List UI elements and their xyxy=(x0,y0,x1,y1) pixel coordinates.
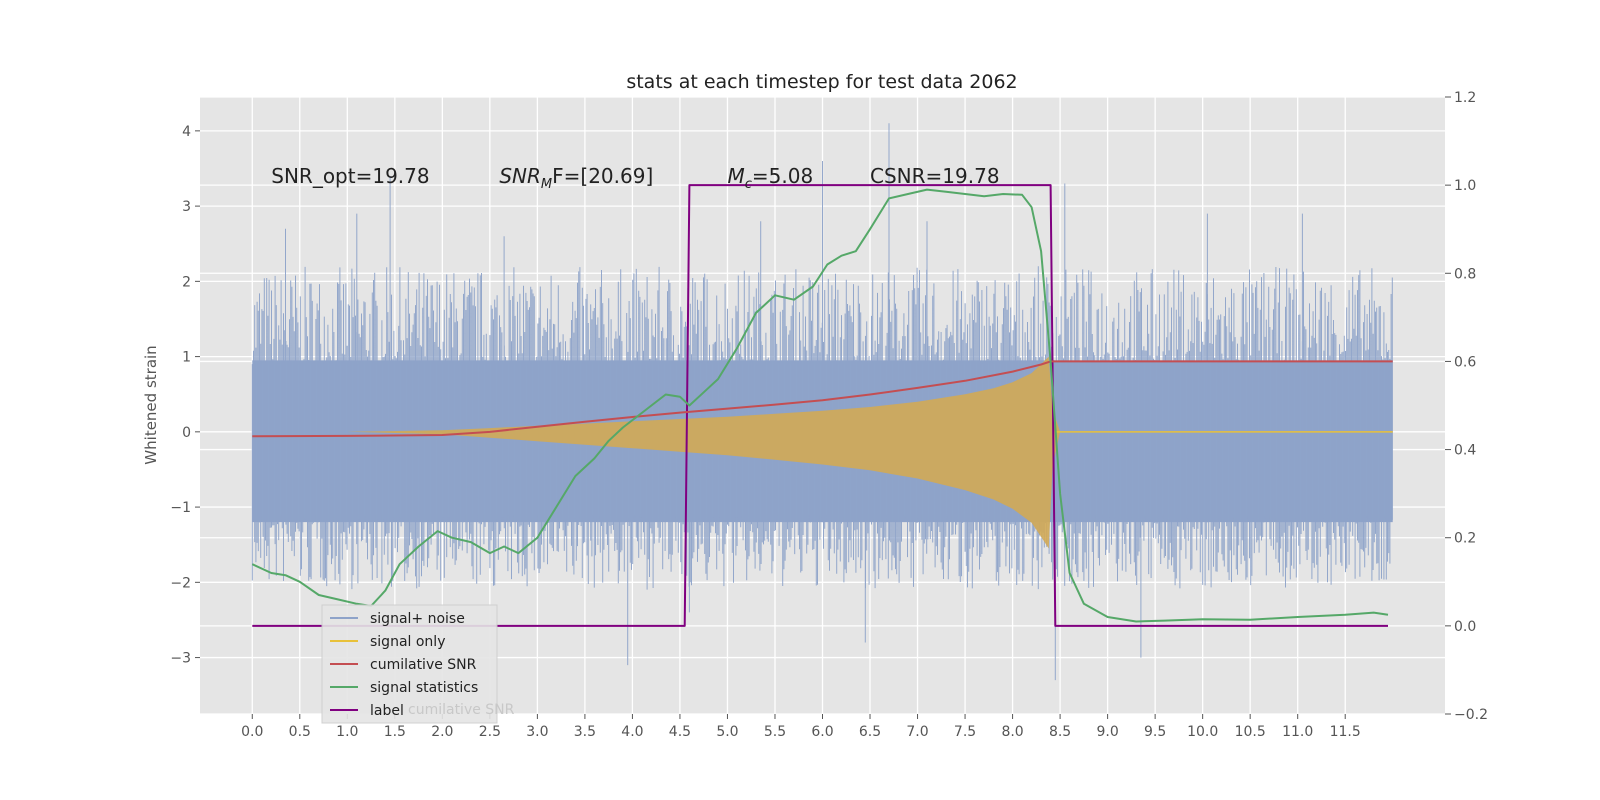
y-tick-label: −3 xyxy=(170,651,191,667)
x-tick-label: 2.5 xyxy=(479,724,501,740)
y-tick-label: 3 xyxy=(182,199,191,215)
legend-label: signal only xyxy=(370,634,445,650)
x-tick-label: 4.0 xyxy=(621,724,643,740)
line-label xyxy=(252,184,1388,627)
x-tick-label: 7.5 xyxy=(954,724,976,740)
x-tick-label: 8.5 xyxy=(1049,724,1071,740)
annotations: SNR_opt=19.78 SNRMF=[20.69] Mc=5.08 CSNR=19… xyxy=(271,164,999,192)
y2-tick-label: −0.2 xyxy=(1454,707,1488,723)
x-tick-label: 4.5 xyxy=(669,724,691,740)
x-tick-label: 1.0 xyxy=(336,724,358,740)
x-tick-label: 0.0 xyxy=(241,724,263,740)
y2-tick-label: 0.4 xyxy=(1454,443,1476,459)
series-signal-only xyxy=(252,356,1393,549)
x-tick-label: 10.0 xyxy=(1187,724,1218,740)
x-tick-label: 11.5 xyxy=(1330,724,1361,740)
x-tick-label: 5.5 xyxy=(764,724,786,740)
x-tick-label: 6.5 xyxy=(859,724,881,740)
annotation: CSNR=19.78 xyxy=(870,164,1000,188)
x-tick-label: 10.5 xyxy=(1235,724,1266,740)
line-cumilative-snr xyxy=(252,360,1393,438)
x-tick-label: 3.0 xyxy=(526,724,548,740)
x-tick-label: 0.5 xyxy=(289,724,311,740)
line-signal-statistics xyxy=(251,188,1389,623)
y2-tick-label: 0.6 xyxy=(1454,354,1476,370)
x-tick-label: 2.0 xyxy=(431,724,453,740)
y2-tick-label: 1.0 xyxy=(1454,178,1476,194)
y-tick-label: 1 xyxy=(182,350,191,366)
x-tick-label: 5.0 xyxy=(716,724,738,740)
y-axis-label: Whitened strain xyxy=(142,345,160,464)
y-tick-label: −1 xyxy=(170,500,191,516)
y2-tick-label: 1.2 xyxy=(1454,90,1476,106)
y2-tick-label: 0.0 xyxy=(1454,619,1476,635)
x-tick-label: 1.5 xyxy=(384,724,406,740)
y2-tick-label: 0.8 xyxy=(1454,266,1476,282)
x-tick-label: 9.0 xyxy=(1096,724,1118,740)
legend-label: signal+ noise xyxy=(370,611,465,627)
legend-label: signal statistics xyxy=(370,680,478,696)
y-tick-label: 2 xyxy=(182,274,191,290)
annotation: Mc=5.08 xyxy=(727,164,813,192)
x-tick-label: 11.0 xyxy=(1282,724,1313,740)
legend-label: cumilative SNR xyxy=(370,657,477,673)
x-axis-ticks: 0.0 0.5 1.0 1.5 2.0 2.5 3.0 3.5 4.0 4.5 5.0 5.5 6.0 6… xyxy=(241,714,1361,740)
y-tick-label: 4 xyxy=(182,124,191,140)
series-lines xyxy=(251,184,1393,627)
annotation: SNR_opt=19.78 xyxy=(271,164,429,188)
legend-label: label xyxy=(370,703,404,719)
y-tick-label: 0 xyxy=(182,425,191,441)
y-tick-label: −2 xyxy=(170,575,191,591)
x-tick-label: 7.0 xyxy=(906,724,928,740)
legend: cumilative SNR signal+ noise signal only cu… xyxy=(321,604,515,724)
chart-title: stats at each timestep for test data 206… xyxy=(626,71,1017,93)
chirp-fill xyxy=(252,356,1393,549)
x-tick-label: 9.5 xyxy=(1144,724,1166,740)
y2-axis-ticks: 1.2 1.0 0.8 0.6 0.4 0.2 0.0 −0.2 xyxy=(1445,90,1488,723)
y2-tick-label: 0.2 xyxy=(1454,531,1476,547)
annotation: SNRMF=[20.69] xyxy=(499,164,653,192)
x-tick-label: 6.0 xyxy=(811,724,833,740)
y-axis-ticks: 4 3 2 1 0 −1 −2 −3 xyxy=(170,124,200,667)
x-tick-label: 3.5 xyxy=(574,724,596,740)
x-tick-label: 8.0 xyxy=(1001,724,1023,740)
legend-ghost-text: cumilative SNR xyxy=(408,702,515,718)
